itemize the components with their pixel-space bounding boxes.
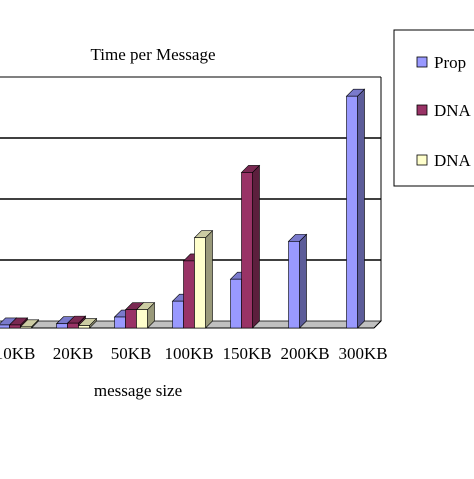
bar-front [114, 316, 126, 329]
bar-front [230, 278, 242, 329]
bar-300KB-1 [345, 88, 366, 329]
bar-front [241, 172, 253, 329]
bar-front [56, 323, 68, 329]
x-tick-label: 150KB [222, 344, 271, 363]
bar-front [9, 324, 21, 329]
bar-front [78, 325, 90, 329]
bar-200KB-1 [287, 233, 308, 329]
legend-label: DNA [434, 151, 472, 170]
x-tick-label: 20KB [53, 344, 94, 363]
x-tick-label: 300KB [338, 344, 387, 363]
bar-10KB-3 [19, 319, 40, 329]
bar-side [299, 233, 307, 329]
x-tick-labels: 10KB 20KB 50KB 100KB 150KB 200KB 300KB [0, 344, 388, 363]
legend-label: Prop [434, 53, 466, 72]
bar-100KB-3 [193, 229, 214, 329]
legend-item: DNA [416, 101, 472, 120]
x-axis-label: message size [94, 381, 182, 400]
floor-right-edge [373, 320, 382, 329]
chart-title: Time per Message [91, 45, 216, 64]
bar-front [172, 300, 184, 329]
x-tick-label: 50KB [111, 344, 152, 363]
x-tick-label: 100KB [164, 344, 213, 363]
gridlines [0, 76, 382, 321]
bar-front [288, 241, 300, 329]
bar-front [136, 309, 148, 329]
bar-front [346, 95, 358, 329]
legend-item: Prop [416, 53, 466, 72]
legend: Prop DNA DNA [393, 29, 474, 187]
bar-side [205, 229, 213, 329]
legend-swatch [416, 154, 428, 166]
bar-front [0, 324, 10, 329]
legend-box [393, 29, 474, 187]
x-tick-label: 200KB [280, 344, 329, 363]
legend-label: DNA [434, 101, 472, 120]
bar-front [20, 326, 32, 329]
bar-front [67, 322, 79, 329]
legend-item: DNA [416, 151, 472, 170]
bar-front [125, 309, 137, 329]
legend-swatch [416, 104, 428, 116]
bar-150KB-2 [240, 164, 261, 329]
bars [0, 88, 366, 329]
bar-50KB-3 [135, 301, 156, 329]
bar-20KB-3 [77, 317, 98, 329]
x-tick-label: 10KB [0, 344, 35, 363]
bar-front [183, 260, 195, 329]
bar-front [194, 237, 206, 329]
bar-side [357, 88, 365, 329]
bar-side [252, 164, 260, 329]
legend-swatch [416, 56, 428, 68]
